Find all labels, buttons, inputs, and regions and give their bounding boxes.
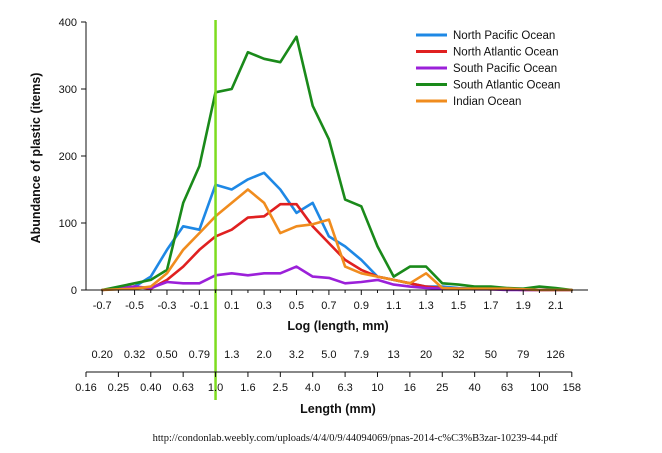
mm-label-6: 3.2 [289,349,304,361]
legend-label-2: South Pacific Ocean [453,63,557,75]
y-tick-label-3: 300 [59,84,77,96]
length-label-4: 1.0 [208,382,223,394]
mm-label-12: 50 [485,349,497,361]
length-label-11: 25 [436,382,448,394]
mm-label-13: 79 [517,349,529,361]
axes-layer: 0 100 200 300 400 -0.7 -0.5 -0.3 -0.1 0.1 0.3 0.5 0.… [59,17,588,312]
mm-label-5: 2.0 [256,349,271,361]
mm-label-11: 32 [452,349,464,361]
y-tick-label-2: 200 [59,151,77,163]
x-tick-label-10: 1.3 [418,300,433,312]
series-line-indian-ocean [100,188,574,292]
mm-label-1: 0.32 [124,349,145,361]
x-tick-label-3: -0.1 [190,300,209,312]
source-url: http://condonlab.weebly.com/uploads/4/4/… [153,433,558,444]
mm-label-10: 20 [420,349,432,361]
x-tick-label-11: 1.5 [451,300,466,312]
y-axis-title: Abundance of plastic (items) [29,73,43,244]
legend-label-3: South Atlantic Ocean [453,80,560,92]
length-axis-title: Length (mm) [300,402,376,416]
length-label-15: 158 [563,382,581,394]
length-label-6: 2.5 [273,382,288,394]
length-label-5: 1.6 [240,382,255,394]
x-tick-label-12: 1.7 [483,300,498,312]
x-tick-label-5: 0.3 [256,300,271,312]
mm-label-0: 0.20 [91,349,112,361]
series-line-south-atlantic-ocean [100,35,574,292]
length-label-12: 40 [469,382,481,394]
legend: North Pacific Ocean North Atlantic Ocean S… [416,30,560,108]
x-tick-label-6: 0.5 [289,300,304,312]
x-tick-label-8: 0.9 [354,300,369,312]
mm-label-9: 13 [388,349,400,361]
x-tick-label-4: 0.1 [224,300,239,312]
length-label-10: 16 [404,382,416,394]
y-tick-label-1: 100 [59,218,77,230]
x-tick-label-2: -0.3 [157,300,176,312]
length-label-0: 0.16 [75,382,96,394]
secondary-axes: 0.20 0.32 0.50 0.79 1.3 2.0 3.2 5.0 7.9 13 20 32 50 7… [75,349,581,394]
mm-label-4: 1.3 [224,349,239,361]
length-label-2: 0.40 [140,382,161,394]
mm-label-2: 0.50 [156,349,177,361]
legend-label-0: North Pacific Ocean [453,30,555,42]
legend-label-1: North Atlantic Ocean [453,47,558,59]
x-tick-label-0: -0.7 [93,300,112,312]
length-label-3: 0.63 [172,382,193,394]
x-tick-label-1: -0.5 [125,300,144,312]
length-label-9: 10 [371,382,383,394]
mm-label-7: 5.0 [321,349,336,361]
length-label-8: 6.3 [337,382,352,394]
x-axis-title: Log (length, mm) [287,319,388,333]
y-tick-label-0: 0 [71,285,77,297]
length-label-13: 63 [501,382,513,394]
legend-label-4: Indian Ocean [453,96,521,108]
mm-label-8: 7.9 [354,349,369,361]
series-line-north-pacific-ocean [100,171,574,292]
x-tick-label-13: 1.9 [516,300,531,312]
length-label-1: 0.25 [108,382,129,394]
mm-label-3: 0.79 [189,349,210,361]
mm-label-14: 126 [546,349,564,361]
x-tick-label-9: 1.1 [386,300,401,312]
y-tick-label-4: 400 [59,17,77,29]
x-tick-label-14: 2.1 [548,300,563,312]
series-layer [100,20,574,400]
x-tick-label-7: 0.7 [321,300,336,312]
length-label-14: 100 [530,382,548,394]
length-label-7: 4.0 [305,382,320,394]
